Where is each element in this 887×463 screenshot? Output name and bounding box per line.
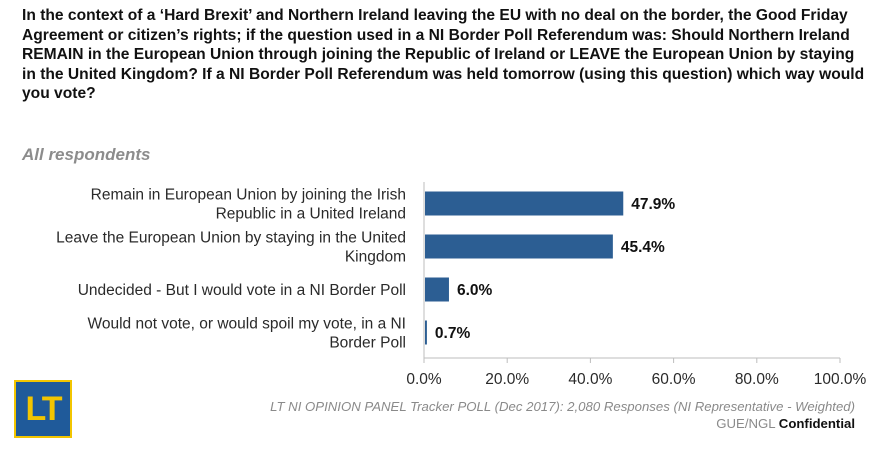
data-label: 0.7% [435,325,471,342]
category-label-line: Would not vote, or would spoil my vote, … [88,316,406,333]
data-label: 45.4% [621,239,665,256]
category-label: Remain in European Union by joining the … [91,187,406,223]
x-tick-label: 40.0% [568,371,612,388]
question-text: In the context of a ‘Hard Brexit’ and No… [22,7,865,102]
category-label-line: Remain in European Union by joining the … [91,187,406,204]
logo-text: LT [25,389,62,428]
bar [425,234,613,259]
x-tick-label: 20.0% [485,371,529,388]
data-label: 6.0% [457,282,493,299]
chart-subtitle: All respondents [22,145,151,164]
bar [425,277,449,302]
x-tick-label: 100.0% [814,371,867,388]
footer-note: GUE/NGL Confidential [716,416,855,431]
confidential-label: Confidential [778,416,855,431]
category-label: Leave the European Union by staying in t… [56,230,406,266]
category-label-line: Border Poll [329,335,406,352]
x-tick-label: 60.0% [652,371,696,388]
x-tick-label: 80.0% [735,371,779,388]
lt-logo: LT [14,380,72,438]
bar [425,320,427,345]
category-label-line: Kingdom [345,249,406,266]
category-label-line: Republic in a United Ireland [216,206,406,223]
x-tick-label: 0.0% [406,371,442,388]
category-label: Would not vote, or would spoil my vote, … [88,316,406,352]
data-label: 47.9% [631,196,675,213]
category-label-line: Undecided - But I would vote in a NI Bor… [78,282,406,299]
bar [425,191,624,216]
category-label-line: Leave the European Union by staying in t… [56,230,406,247]
footer-org: GUE/NGL [716,416,776,431]
category-label: Undecided - But I would vote in a NI Bor… [78,282,406,299]
source-note: LT NI OPINION PANEL Tracker POLL (Dec 20… [270,399,855,414]
